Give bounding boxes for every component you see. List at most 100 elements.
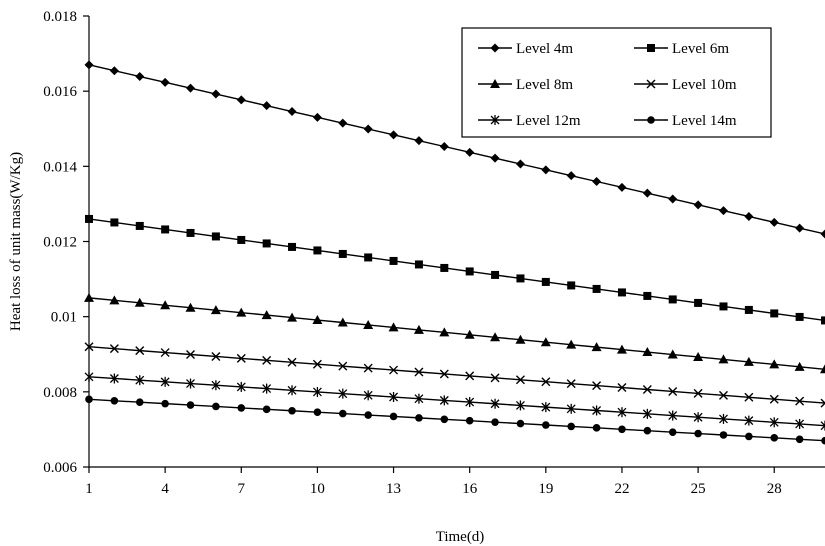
series-level-10m xyxy=(84,342,825,408)
data-point xyxy=(566,379,576,389)
y-axis-title: Heat loss of unit mass(W/Kg) xyxy=(8,152,24,331)
data-point xyxy=(414,367,424,377)
series-level-8m xyxy=(84,292,825,374)
data-point xyxy=(744,415,754,426)
data-point xyxy=(592,424,601,432)
legend: Level 4m Level 6m Level 8m Level 10m Level 1… xyxy=(461,27,772,138)
data-point xyxy=(363,124,373,134)
data-point xyxy=(567,422,576,431)
data-point xyxy=(592,176,602,186)
data-point xyxy=(744,305,753,314)
data-point xyxy=(185,302,196,312)
data-point xyxy=(465,416,474,425)
series-line xyxy=(88,64,825,235)
data-point xyxy=(694,429,702,438)
data-point xyxy=(668,428,677,436)
data-point xyxy=(719,302,728,311)
data-point xyxy=(515,400,525,411)
data-point xyxy=(186,228,195,237)
data-point xyxy=(770,434,779,442)
data-point xyxy=(109,295,120,305)
legend-item-level-10m: Level 10m xyxy=(634,77,737,93)
data-point xyxy=(440,415,449,424)
data-point xyxy=(592,405,602,416)
data-point xyxy=(236,307,247,317)
data-point xyxy=(693,200,703,210)
y-tick-label: 0.018 xyxy=(43,9,77,25)
legend-item-level-6m: Level 6m xyxy=(634,41,729,57)
data-point xyxy=(667,349,678,359)
data-point xyxy=(237,235,246,244)
data-point xyxy=(212,402,220,411)
data-point xyxy=(820,420,825,431)
data-point xyxy=(668,410,678,421)
data-point xyxy=(134,297,145,307)
data-point xyxy=(566,171,576,181)
data-point xyxy=(668,295,677,304)
data-point xyxy=(617,383,627,393)
x-tick-label: 10 xyxy=(310,481,325,497)
data-point xyxy=(439,142,449,152)
legend-label: Level 4m xyxy=(516,41,573,57)
data-point xyxy=(262,101,272,111)
x-tick-label: 1 xyxy=(85,481,93,497)
y-tick-label: 0.016 xyxy=(43,84,77,100)
data-point xyxy=(211,351,221,361)
data-point xyxy=(718,390,728,400)
data-point xyxy=(616,344,627,354)
data-point xyxy=(795,223,805,233)
data-point xyxy=(389,392,399,403)
data-point xyxy=(211,232,220,241)
data-point xyxy=(109,373,119,384)
data-point xyxy=(490,332,501,342)
x-axis-title: Time(d) xyxy=(436,529,485,545)
data-point xyxy=(160,300,171,310)
series-line xyxy=(88,297,825,370)
data-point xyxy=(186,83,196,93)
data-point xyxy=(693,351,704,361)
data-point xyxy=(718,206,728,216)
legend-item-level-14m: Level 14m xyxy=(634,113,737,129)
data-point xyxy=(719,431,728,439)
data-point xyxy=(363,390,373,401)
data-point xyxy=(465,397,475,408)
data-point xyxy=(745,432,753,441)
y-tick-label: 0.006 xyxy=(43,460,77,476)
data-point xyxy=(287,312,298,322)
data-point xyxy=(415,414,423,422)
data-point xyxy=(110,218,119,227)
data-point xyxy=(211,380,221,391)
data-point xyxy=(160,376,170,387)
x-tick-label: 22 xyxy=(614,481,629,497)
data-point xyxy=(743,356,754,366)
data-point xyxy=(516,419,525,428)
data-point xyxy=(821,436,825,445)
x-tick-label: 19 xyxy=(538,481,553,497)
series-line xyxy=(88,218,825,322)
data-point xyxy=(364,411,372,419)
data-point xyxy=(262,383,272,394)
data-point xyxy=(110,396,119,405)
data-point xyxy=(795,418,805,429)
data-point xyxy=(693,412,703,423)
data-point xyxy=(490,373,500,383)
data-point xyxy=(744,211,754,221)
legend-label: Level 8m xyxy=(516,77,573,93)
data-point xyxy=(135,221,144,230)
data-point xyxy=(592,284,601,293)
legend-item-level-12m: Level 12m xyxy=(478,113,581,129)
data-point xyxy=(439,369,449,379)
data-point xyxy=(540,337,551,347)
data-point xyxy=(617,182,627,192)
data-point xyxy=(795,312,804,321)
data-point xyxy=(820,229,825,239)
data-point xyxy=(389,412,398,421)
data-point xyxy=(516,274,525,283)
data-point xyxy=(160,77,170,87)
data-point xyxy=(288,406,296,415)
data-point xyxy=(795,396,805,406)
data-point xyxy=(262,239,271,248)
data-point xyxy=(617,288,626,297)
data-point xyxy=(413,324,424,334)
y-tick-label: 0.008 xyxy=(43,385,77,401)
